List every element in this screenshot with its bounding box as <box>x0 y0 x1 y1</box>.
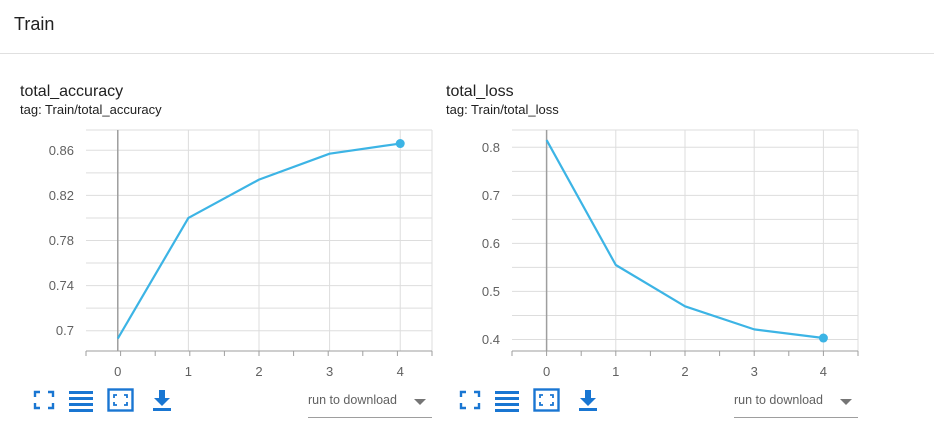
fit-domain-icon <box>107 388 134 412</box>
x-tick-label: 0 <box>543 364 550 379</box>
x-tick-label: 4 <box>397 364 404 379</box>
chart-card-total-loss: total_loss tag: Train/total_loss 0.4 0.5 0… <box>446 80 866 430</box>
card-tag: tag: Train/total_accuracy <box>20 102 162 117</box>
dropdown-arrow-icon <box>414 399 426 405</box>
x-tick-label: 4 <box>820 364 827 379</box>
toggle-log-scale-icon <box>495 391 519 412</box>
y-tick-label: 0.7 <box>482 188 500 203</box>
x-tick-label: 3 <box>326 364 333 379</box>
fit-domain-button[interactable] <box>533 388 563 418</box>
run-to-download-select[interactable]: run to download <box>734 389 858 418</box>
y-tick-label: 0.74 <box>49 278 74 293</box>
fullscreen-button[interactable] <box>458 388 488 418</box>
y-tick-label: 0.6 <box>482 236 500 251</box>
y-tick-label: 0.4 <box>482 332 500 347</box>
card-title: total_loss <box>446 83 514 100</box>
x-tick-label: 2 <box>681 364 688 379</box>
series-line <box>116 142 401 340</box>
chart-plot[interactable]: 0.7 0.74 0.78 0.82 0.86 0 1 2 3 4 <box>20 80 440 390</box>
section-divider <box>0 53 934 54</box>
dropdown-arrow-icon <box>840 399 852 405</box>
section-title: Train <box>14 14 55 34</box>
y-tick-label: 0.82 <box>49 188 74 203</box>
run-to-download-select[interactable]: run to download <box>308 389 432 418</box>
x-tick-label: 0 <box>114 364 121 379</box>
y-tick-label: 0.86 <box>49 143 74 158</box>
x-tick-label: 3 <box>751 364 758 379</box>
y-tick-label: 0.8 <box>482 140 500 155</box>
card-tag: tag: Train/total_loss <box>446 102 559 117</box>
chart-card-total-accuracy: total_accuracy tag: Train/total_accuracy… <box>20 80 440 430</box>
fit-domain-icon <box>533 388 560 412</box>
card-title: total_accuracy <box>20 83 124 100</box>
toggle-log-scale-button[interactable] <box>495 388 525 418</box>
run-select-label: run to download <box>734 393 823 407</box>
run-select-label: run to download <box>308 393 397 407</box>
toggle-log-scale-button[interactable] <box>69 388 99 418</box>
series-last-point <box>395 139 405 149</box>
x-tick-label: 2 <box>255 364 262 379</box>
y-tick-label: 0.7 <box>56 323 74 338</box>
fit-domain-button[interactable] <box>107 388 137 418</box>
download-button[interactable] <box>150 388 180 418</box>
y-tick-label: 0.5 <box>482 284 500 299</box>
download-button[interactable] <box>576 388 606 418</box>
x-tick-label: 1 <box>185 364 192 379</box>
series-line <box>545 139 824 340</box>
x-tick-label: 1 <box>612 364 619 379</box>
series-last-point <box>818 333 828 343</box>
toggle-log-scale-icon <box>69 391 93 412</box>
fullscreen-icon <box>459 390 481 410</box>
download-icon <box>153 390 171 411</box>
fullscreen-icon <box>33 390 55 410</box>
chart-plot[interactable]: 0.4 0.5 0.6 0.7 0.8 0 1 2 3 4 <box>446 80 866 390</box>
y-tick-label: 0.78 <box>49 233 74 248</box>
fullscreen-button[interactable] <box>32 388 62 418</box>
download-icon <box>579 390 597 411</box>
